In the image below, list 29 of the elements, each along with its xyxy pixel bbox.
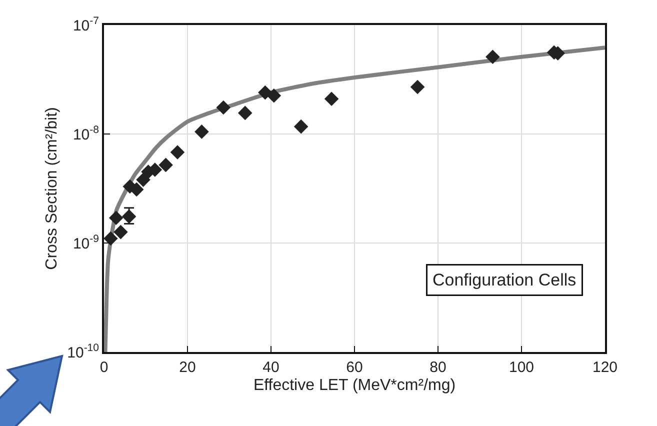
x-axis-title: Effective LET (MeV*cm²/mg) [253, 377, 456, 394]
y-axis-title: Cross Section (cm²/bit) [44, 107, 61, 270]
x-tick-label: 120 [592, 359, 618, 376]
point [410, 80, 425, 94]
point [114, 224, 128, 240]
y-tick-label: 10$^{-8}$ [72, 124, 100, 144]
point [266, 88, 282, 103]
point [216, 100, 231, 115]
x-tick-label: 100 [508, 359, 534, 376]
annotation: Configuration Cells [432, 270, 576, 290]
x-tick-label: 20 [179, 359, 196, 376]
line-series [104, 46, 605, 352]
y-tick-label: 10$^{-10}$ [67, 342, 100, 362]
x-tick-label: 80 [430, 359, 446, 376]
point [294, 119, 308, 134]
point [136, 172, 150, 187]
point [170, 145, 185, 160]
x-tick-label: 40 [262, 359, 280, 376]
point [486, 50, 500, 64]
y-tick-label: 10$^{-9}$ [72, 232, 100, 252]
point [158, 158, 173, 172]
point [108, 210, 124, 226]
point [238, 106, 252, 120]
point [104, 231, 118, 246]
y-tick-label: 10$^{-7}$ [72, 14, 100, 34]
x-tick-label: 60 [346, 359, 363, 376]
x-tick-label: 0 [100, 359, 108, 376]
point [194, 124, 209, 139]
point [324, 92, 339, 106]
